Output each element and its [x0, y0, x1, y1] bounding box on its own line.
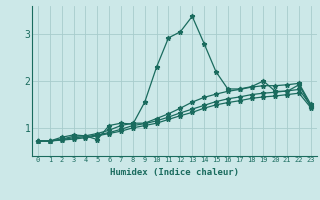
X-axis label: Humidex (Indice chaleur): Humidex (Indice chaleur)	[110, 168, 239, 177]
